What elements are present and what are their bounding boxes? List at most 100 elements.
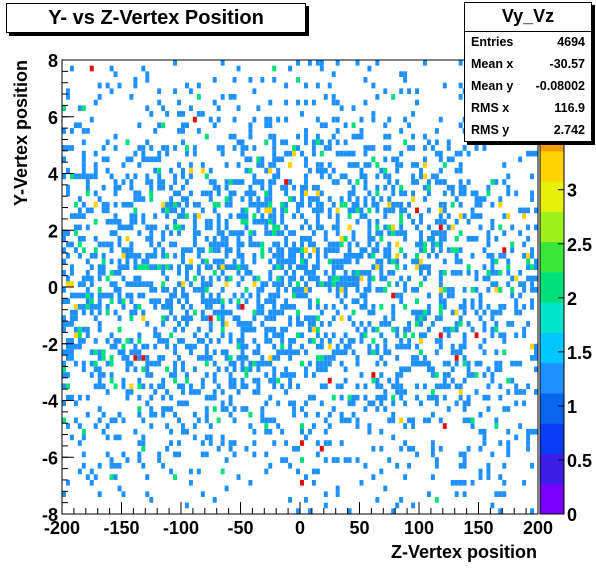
heatmap-cell (518, 269, 523, 276)
heatmap-cell (224, 179, 229, 185)
heatmap-cell (85, 298, 90, 305)
heatmap-cell (248, 366, 253, 373)
heatmap-cell (335, 60, 340, 66)
heatmap-cell (331, 264, 336, 270)
heatmap-cell (141, 292, 146, 299)
heatmap-cell (319, 343, 324, 350)
heatmap-cell (494, 491, 499, 497)
heatmap-cell (438, 309, 443, 316)
heatmap-cell (399, 496, 404, 503)
heatmap-cell (208, 264, 213, 270)
heatmap-cell (97, 321, 102, 327)
heatmap-cell (181, 366, 185, 373)
heatmap-cell (101, 156, 106, 163)
heatmap-cell (446, 360, 451, 367)
heatmap-cell (351, 150, 356, 157)
heatmap-cell (442, 326, 447, 333)
heatmap-cell (137, 275, 142, 282)
heatmap-cell (69, 145, 74, 151)
heatmap-cell (200, 287, 205, 293)
heatmap-cell (506, 269, 511, 276)
heatmap-cell (157, 355, 162, 361)
heatmap-cell (446, 287, 451, 293)
heatmap-cell (510, 377, 515, 384)
heatmap-cell (319, 173, 324, 180)
heatmap-cell (196, 247, 201, 253)
heatmap-cell (161, 201, 166, 208)
heatmap-cell (292, 411, 297, 418)
heatmap-cell (395, 252, 400, 259)
heatmap-cell (343, 377, 348, 384)
heatmap-cell (157, 241, 162, 248)
heatmap-cell (137, 349, 142, 356)
heatmap-cell (216, 338, 221, 344)
chart-title-box: Y- vs Z-Vertex Position (6, 3, 306, 33)
heatmap-cell (228, 394, 233, 401)
heatmap-cell (319, 360, 324, 367)
heatmap-cell (184, 82, 189, 89)
heatmap-cell (506, 173, 511, 180)
heatmap-cell (129, 298, 134, 305)
heatmap-cell (375, 394, 380, 401)
heatmap-cell (248, 133, 253, 140)
heatmap-cell (204, 451, 209, 458)
heatmap-cell (276, 275, 281, 282)
heatmap-cell (502, 304, 507, 310)
heatmap-cell (73, 224, 78, 231)
heatmap-cell (81, 428, 86, 435)
heatmap-cell (419, 309, 423, 316)
heatmap-cell (343, 235, 348, 242)
heatmap-cell (391, 411, 396, 418)
heatmap-cell (335, 287, 340, 293)
heatmap-cell (296, 247, 300, 253)
heatmap-cell (236, 139, 241, 146)
heatmap-cell (145, 264, 150, 270)
heatmap-cell (129, 338, 134, 344)
heatmap-cell (220, 440, 225, 446)
heatmap-cell (335, 128, 340, 134)
heatmap-cell (121, 264, 126, 270)
heatmap-cell (145, 77, 150, 83)
heatmap-cell (315, 343, 320, 350)
heatmap-cell (280, 457, 285, 463)
heatmap-cell (307, 326, 312, 333)
stats-value: 2.742 (553, 123, 585, 137)
heatmap-cell (276, 156, 281, 163)
heatmap-cell (85, 304, 90, 310)
heatmap-cell (391, 156, 396, 163)
heatmap-cell (482, 349, 487, 356)
heatmap-cell (65, 167, 70, 174)
heatmap-cell (411, 332, 416, 339)
heatmap-cell (161, 281, 166, 287)
heatmap-cell (137, 377, 142, 384)
heatmap-cell (403, 207, 408, 214)
heatmap-cell (395, 326, 400, 333)
heatmap-cell (498, 201, 503, 208)
heatmap-cell (165, 201, 170, 208)
heatmap-cell (89, 207, 94, 214)
heatmap-cell (307, 321, 312, 327)
heatmap-cell (200, 491, 205, 497)
heatmap-cell (264, 428, 269, 435)
heatmap-cell (192, 411, 197, 418)
heatmap-cell (323, 94, 328, 100)
heatmap-cell (363, 247, 368, 253)
heatmap-cell (526, 428, 531, 435)
heatmap-cell (375, 287, 380, 293)
heatmap-cell (153, 411, 158, 418)
heatmap-cell (129, 179, 134, 185)
heatmap-cell (236, 338, 241, 344)
heatmap-cell (121, 224, 126, 231)
heatmap-cell (93, 247, 98, 253)
heatmap-cell (375, 218, 380, 225)
heatmap-cell (335, 241, 340, 248)
heatmap-cell (97, 462, 102, 469)
heatmap-cell (141, 156, 146, 163)
heatmap-cell (486, 184, 491, 191)
heatmap-cell (454, 355, 459, 361)
heatmap-cell (268, 213, 273, 219)
heatmap-cell (419, 235, 423, 242)
heatmap-cell (228, 179, 233, 185)
heatmap-cell (399, 298, 404, 305)
heatmap-cell (347, 224, 352, 231)
